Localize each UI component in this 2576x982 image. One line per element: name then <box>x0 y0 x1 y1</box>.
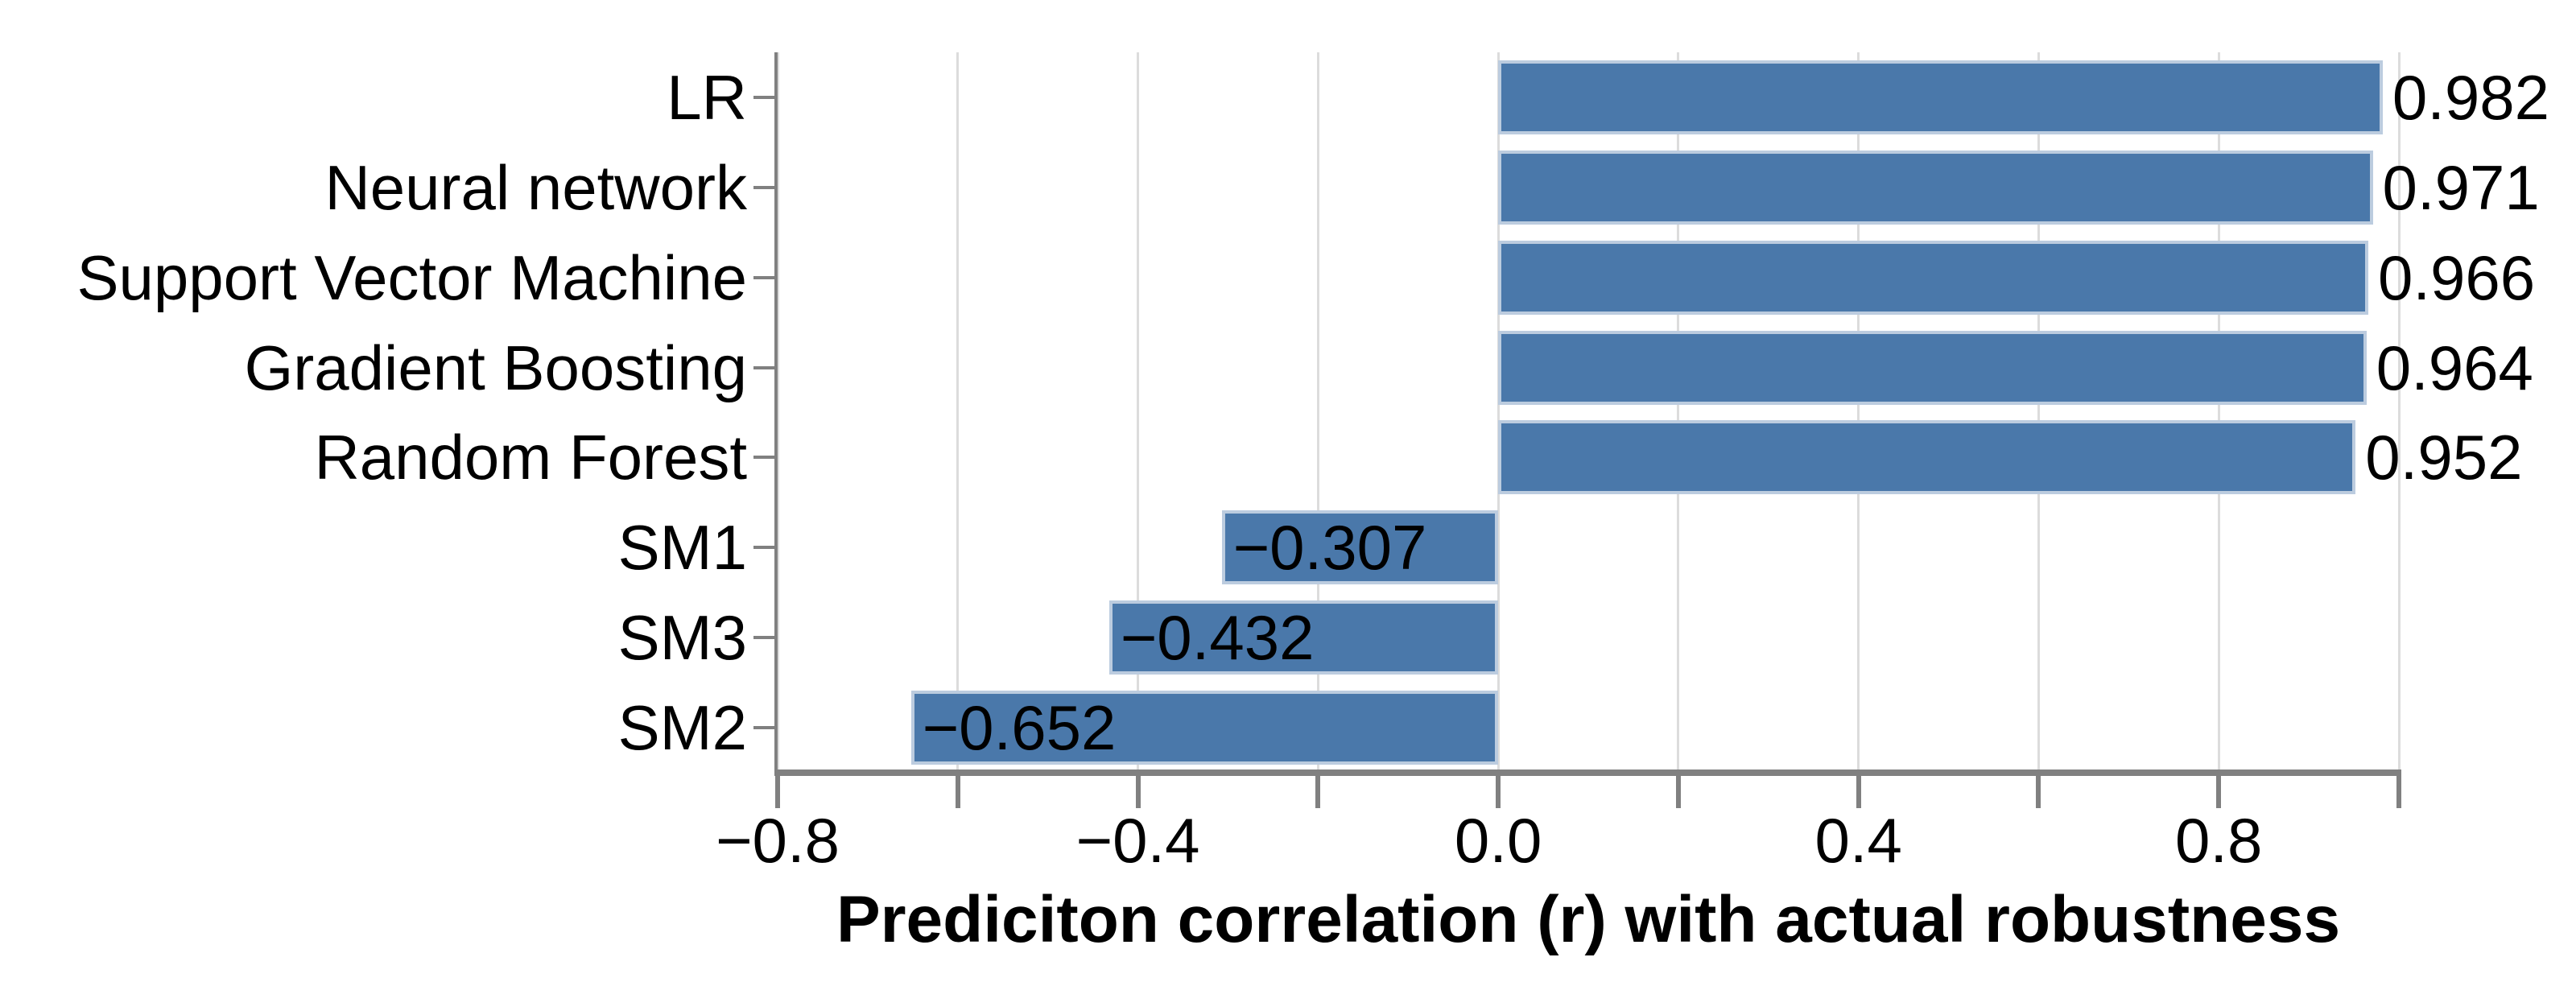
bar <box>910 691 1499 765</box>
y-axis-tick <box>753 95 778 99</box>
bar-value-label: 0.966 <box>2377 241 2536 313</box>
bar <box>1498 330 2367 405</box>
x-axis-tick <box>1856 776 1861 808</box>
y-axis-tick <box>753 185 778 189</box>
bar <box>1108 600 1499 675</box>
y-axis-tick <box>753 456 778 460</box>
x-tick-label: 0.8 <box>2175 805 2263 876</box>
y-axis-tick <box>753 546 778 550</box>
x-gridline <box>2397 52 2401 773</box>
x-axis-spine <box>774 770 2401 776</box>
x-axis-tick <box>1675 776 1681 808</box>
bar-value-label: 0.982 <box>2392 61 2550 133</box>
y-category-label: LR <box>667 61 747 133</box>
bar-value-label: −0.307 <box>1232 512 1427 584</box>
y-category-label: SM2 <box>617 692 747 764</box>
y-axis-tick <box>753 365 778 369</box>
x-gridline <box>776 52 779 773</box>
x-axis-tick <box>955 776 960 808</box>
x-gridline <box>956 52 960 773</box>
x-tick-label: 0.0 <box>1454 805 1542 876</box>
bar <box>1498 420 2356 495</box>
bar <box>1221 510 1499 585</box>
x-axis-tick <box>1135 776 1141 808</box>
y-axis-tick <box>753 726 778 730</box>
y-category-label: SM3 <box>617 602 747 674</box>
x-axis-tick <box>2216 776 2222 808</box>
y-category-label: Support Vector Machine <box>76 241 747 313</box>
bar <box>1498 240 2368 315</box>
x-tick-label: −0.4 <box>1075 805 1200 876</box>
y-category-label: Gradient Boosting <box>244 332 747 403</box>
y-axis-tick <box>753 275 778 279</box>
x-axis-tick <box>2396 776 2401 808</box>
y-axis-spine <box>774 52 778 776</box>
bar <box>1498 60 2383 134</box>
x-gridline <box>2037 52 2040 773</box>
bar <box>1498 150 2373 225</box>
x-gridline <box>1677 52 1680 773</box>
bar-value-label: 0.964 <box>2376 332 2533 403</box>
y-category-label: Random Forest <box>314 422 747 493</box>
x-tick-label: 0.4 <box>1814 805 1902 876</box>
x-axis-tick <box>1315 776 1321 808</box>
x-axis-tick <box>1496 776 1501 808</box>
x-gridline <box>1316 52 1319 773</box>
x-axis-tick <box>2036 776 2041 808</box>
x-axis-title: Prediciton correlation (r) with actual r… <box>836 883 2341 956</box>
x-gridline <box>2217 52 2220 773</box>
y-axis-tick <box>753 636 778 640</box>
x-axis-tick <box>775 776 780 808</box>
y-category-label: Neural network <box>324 151 747 223</box>
x-gridline <box>1137 52 1140 773</box>
bar-value-label: 0.952 <box>2365 422 2523 493</box>
x-tick-label: −0.8 <box>716 805 840 876</box>
y-category-label: SM1 <box>617 512 747 584</box>
bar-value-label: −0.652 <box>922 692 1117 764</box>
x-gridline <box>1496 52 1500 773</box>
bar-value-label: −0.432 <box>1120 602 1315 674</box>
x-gridline <box>1857 52 1860 773</box>
bar-value-label: 0.971 <box>2382 151 2540 223</box>
